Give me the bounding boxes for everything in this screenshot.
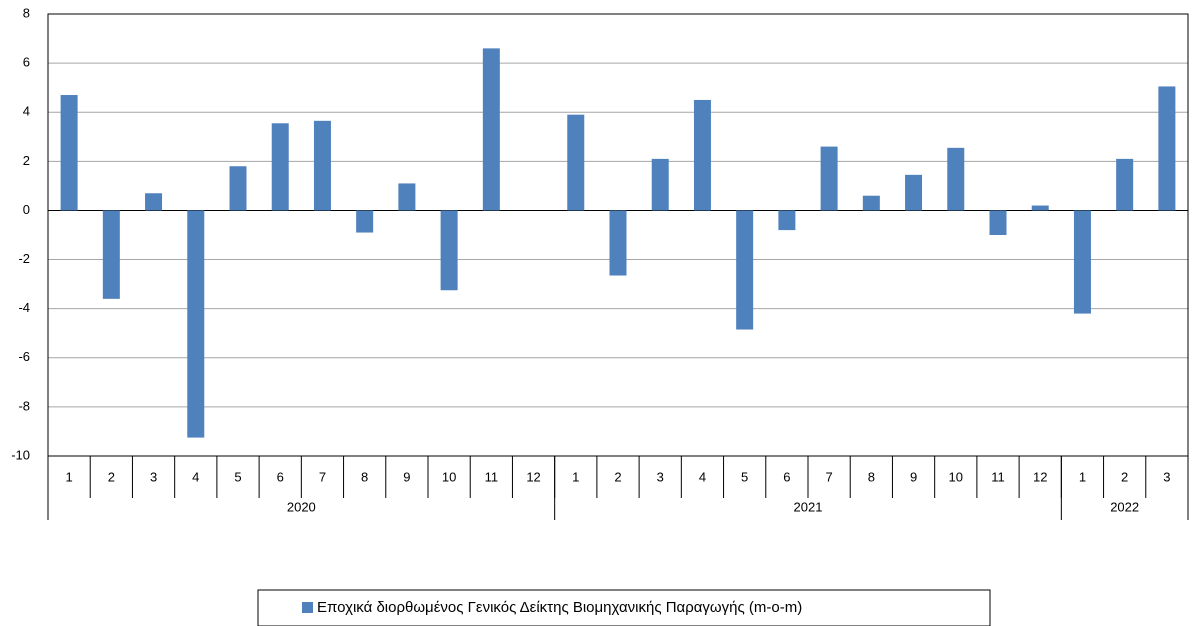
x-tick-label: 7 bbox=[825, 469, 832, 484]
group-label: 2020 bbox=[287, 499, 316, 514]
y-tick-label: -2 bbox=[18, 251, 30, 266]
x-tick-label: 4 bbox=[699, 469, 706, 484]
legend-box bbox=[257, 589, 991, 626]
x-tick-label: 3 bbox=[657, 469, 664, 484]
legend-label: Εποχικά διορθωμένος Γενικός Δείκτης Βιομ… bbox=[317, 599, 802, 616]
bar bbox=[1158, 86, 1176, 211]
bar bbox=[947, 147, 965, 211]
x-tick-label: 2 bbox=[1121, 469, 1128, 484]
bar bbox=[482, 48, 500, 211]
bar bbox=[102, 210, 120, 299]
x-tick-label: 4 bbox=[192, 469, 199, 484]
x-tick-label: 8 bbox=[361, 469, 368, 484]
x-tick-label: 9 bbox=[403, 469, 410, 484]
x-tick-label: 1 bbox=[572, 469, 579, 484]
x-tick-label: 2 bbox=[614, 469, 621, 484]
y-tick-label: -6 bbox=[18, 349, 30, 364]
bar bbox=[820, 146, 838, 211]
bar bbox=[271, 123, 289, 211]
y-tick-label: 4 bbox=[23, 104, 30, 119]
bar bbox=[398, 183, 416, 211]
bar bbox=[651, 158, 669, 211]
y-tick-label: 0 bbox=[23, 202, 30, 217]
x-tick-label: 7 bbox=[319, 469, 326, 484]
bar bbox=[609, 210, 627, 276]
y-tick-label: 2 bbox=[23, 153, 30, 168]
x-tick-label: 8 bbox=[868, 469, 875, 484]
plot-border bbox=[47, 13, 1189, 457]
bar bbox=[229, 166, 247, 211]
x-tick-label: 1 bbox=[1079, 469, 1086, 484]
bar bbox=[440, 210, 458, 291]
x-tick-label: 11 bbox=[991, 469, 1005, 484]
bar bbox=[60, 95, 78, 211]
bar bbox=[1116, 158, 1134, 211]
x-tick-label: 12 bbox=[1033, 469, 1047, 484]
bar bbox=[145, 193, 163, 211]
bar bbox=[989, 210, 1007, 235]
x-tick-label: 10 bbox=[949, 469, 963, 484]
bar bbox=[1031, 205, 1049, 211]
x-tick-label: 11 bbox=[485, 469, 499, 484]
x-tick-label: 10 bbox=[442, 469, 456, 484]
group-label: 2022 bbox=[1110, 499, 1139, 514]
x-tick-label: 3 bbox=[150, 469, 157, 484]
x-tick-label: 5 bbox=[741, 469, 748, 484]
x-tick-label: 1 bbox=[65, 469, 72, 484]
x-tick-label: 6 bbox=[277, 469, 284, 484]
y-tick-label: 8 bbox=[23, 5, 30, 20]
x-tick-label: 9 bbox=[910, 469, 917, 484]
x-tick-label: 3 bbox=[1163, 469, 1170, 484]
y-tick-label: -8 bbox=[18, 398, 30, 413]
bar bbox=[1073, 210, 1091, 314]
x-tick-label: 6 bbox=[783, 469, 790, 484]
bar bbox=[187, 210, 205, 438]
legend-marker bbox=[302, 602, 313, 613]
bar bbox=[567, 114, 585, 211]
bar bbox=[905, 174, 923, 211]
y-tick-label: -10 bbox=[11, 447, 30, 462]
x-tick-label: 2 bbox=[108, 469, 115, 484]
bar bbox=[693, 99, 711, 211]
bar bbox=[862, 195, 880, 211]
x-tick-label: 12 bbox=[526, 469, 540, 484]
y-tick-label: -4 bbox=[18, 300, 30, 315]
y-tick-label: 6 bbox=[23, 55, 30, 70]
group-label: 2021 bbox=[794, 499, 823, 514]
bar bbox=[736, 210, 754, 330]
x-tick-label: 5 bbox=[234, 469, 241, 484]
bar bbox=[356, 210, 374, 233]
bar bbox=[313, 120, 331, 211]
bar bbox=[778, 210, 796, 231]
